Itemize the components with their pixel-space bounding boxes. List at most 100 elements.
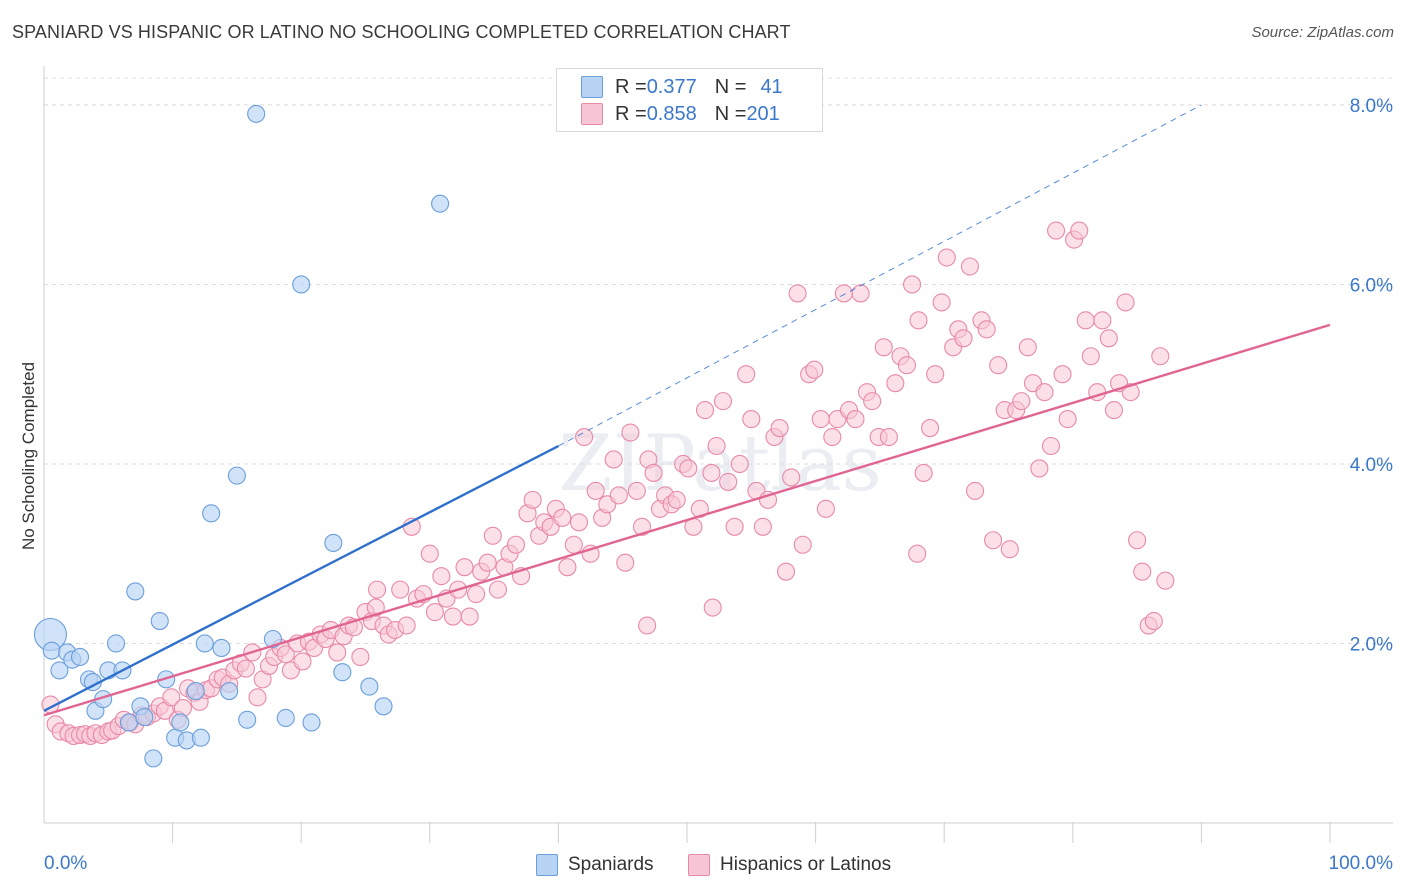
hispanic-point [902,275,922,294]
spaniard-point [119,713,138,732]
hispanic-point [793,535,812,554]
spaniard-point [431,194,450,213]
hispanic-point [455,558,474,577]
spaniard-point [263,629,282,649]
spaniard-point [171,713,190,732]
n-value: 41 [760,75,783,98]
legend-label-hispanics: Hispanics or Latinos [720,854,892,875]
hispanic-point [937,248,956,267]
hispanic-point [702,463,721,482]
hispanic-point [707,436,726,456]
spaniard-point [212,638,231,658]
x-tick-label: 0.0% [44,853,87,874]
spaniard-point [276,708,295,728]
n-label: N = [714,102,747,125]
hispanic-point [811,410,830,429]
y-axis-label: No Schooling Completed [19,362,38,550]
hispanic-point [770,419,789,438]
spaniard-point [227,466,246,485]
legend-row-spaniards: R = 0.377 N = 41 [581,74,783,100]
spaniard-point [191,728,210,747]
spaniard-point [292,275,311,294]
hispanic-point [488,580,508,599]
hispanic-point [425,603,444,622]
spaniard-point [50,661,69,680]
hispanic-point [1144,611,1163,631]
spaniard-point [135,708,154,727]
hispanic-point [909,311,928,330]
n-value: 201 [746,102,780,125]
hispanic-point [558,558,577,577]
hispanic-point [1076,311,1095,330]
hispanic-point [506,535,526,554]
hispanic-point [1104,401,1124,420]
spaniard-points [33,104,450,768]
hispanic-point [960,257,979,276]
hispanic-point [713,392,733,411]
hispanic-point [737,365,756,384]
hispanic-point [397,616,416,635]
hispanic-point [328,643,347,662]
r-value: 0.858 [646,102,697,125]
hispanic-point [776,562,796,581]
hispanic-point [1116,293,1135,312]
hispanic-point [604,450,623,469]
trend-lines [43,104,1331,717]
hispanic-point [897,356,916,375]
legend-swatch-blue [536,854,558,876]
legend-row-hispanics: R = 0.858 N = 201 [581,101,780,127]
hispanic-point [914,463,933,482]
legend-swatch-blue [581,76,603,98]
legend-hispanics: Hispanics or Latinos [688,852,891,878]
hispanic-point [679,459,698,478]
spaniard-point [333,663,352,682]
hispanic-point [851,284,870,303]
hispanic-point [742,410,761,429]
hispanic-point [162,688,181,707]
spaniard-point [324,533,343,553]
hispanic-point [954,329,973,348]
hispanic-point [1128,531,1147,550]
hispanic-point [1070,221,1089,240]
hispanic-point [293,652,312,671]
hispanic-point [984,531,1003,550]
spaniard-point [150,611,169,631]
hispanic-point [805,360,824,379]
hispanic-point [719,472,738,491]
hispanic-point [1081,347,1100,366]
hispanic-point [366,598,385,617]
tick-labels: 2.0% 4.0% 6.0% 8.0% 0.0% 100.0% [44,96,1393,874]
r-value: 0.377 [646,75,697,98]
x-tick-label: 100.0% [1329,853,1394,874]
spaniard-point [202,504,221,523]
hispanic-point [564,535,583,554]
hispanic-point [667,490,686,509]
legend-spaniards: Spaniards [536,852,654,878]
hispanic-point [977,320,996,339]
source-note: Source: ZipAtlas.com [1251,24,1394,41]
hispanic-point [1000,540,1019,559]
hispanic-point [632,517,652,536]
spaniard-trend-line [43,444,559,712]
hispanic-point [460,607,479,626]
hispanic-point [638,616,657,635]
hispanic-point [1047,221,1066,240]
y-tick-label: 4.0% [1350,455,1393,476]
legend-swatch-pink [688,854,710,876]
hispanic-point [1030,459,1049,478]
hispanic-point [1041,436,1060,456]
hispanic-point [846,410,865,429]
hispanic-point [1018,338,1037,357]
hispanic-point [432,567,451,586]
hispanic-point [1053,365,1072,384]
hispanic-point [703,598,722,617]
hispanic-point [575,427,594,447]
legend-label-spaniards: Spaniards [568,854,654,875]
hispanic-point [616,553,635,572]
hispanic-point [1012,392,1031,411]
hispanic-point [609,486,628,505]
hispanic-point [586,481,605,500]
spaniard-point [186,682,205,701]
hispanic-point [834,284,853,303]
hispanic-point [908,544,927,563]
